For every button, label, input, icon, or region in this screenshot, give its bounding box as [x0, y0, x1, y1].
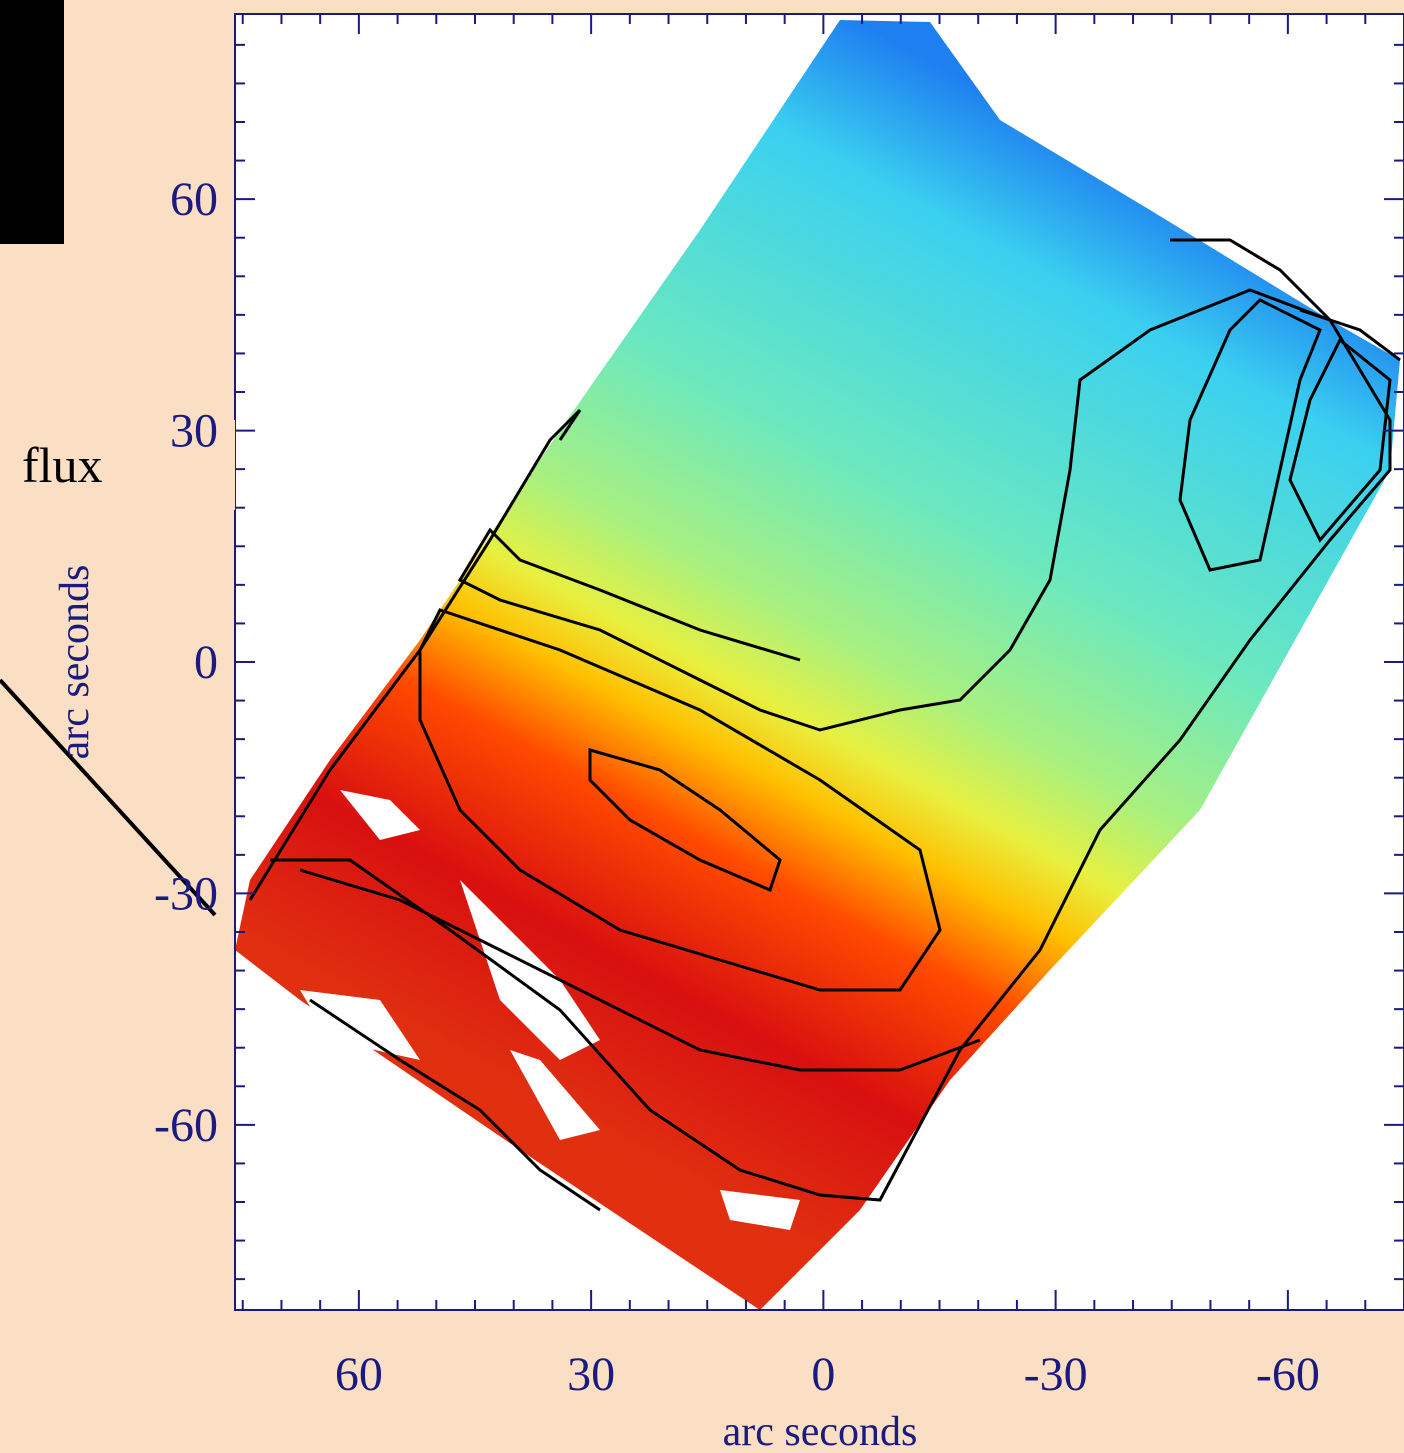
x-axis-label: arc seconds — [723, 1409, 918, 1453]
y-tick-label: -60 — [154, 1099, 218, 1152]
black-block — [0, 0, 64, 244]
y-tick-label: 0 — [194, 636, 218, 689]
x-tick-label: 30 — [567, 1348, 615, 1401]
y-tick-label: 60 — [170, 173, 218, 226]
x-tick-label: 0 — [811, 1348, 835, 1401]
x-tick-label: -30 — [1024, 1348, 1088, 1401]
x-tick-label: -60 — [1256, 1348, 1320, 1401]
gap — [300, 990, 420, 1060]
x-tick-label: 60 — [335, 1348, 383, 1401]
y-tick-label: 30 — [170, 405, 218, 458]
gap — [720, 1190, 800, 1230]
label-mask — [132, 420, 235, 510]
annotation: flux — [22, 437, 103, 493]
gap — [510, 1050, 600, 1140]
contours — [248, 238, 1401, 1212]
gap — [340, 790, 420, 840]
pointer-line — [0, 678, 217, 917]
y-axis-label: arc seconds — [52, 565, 98, 760]
map — [235, 14, 1404, 1310]
y-tick-label: -30 — [154, 867, 218, 920]
